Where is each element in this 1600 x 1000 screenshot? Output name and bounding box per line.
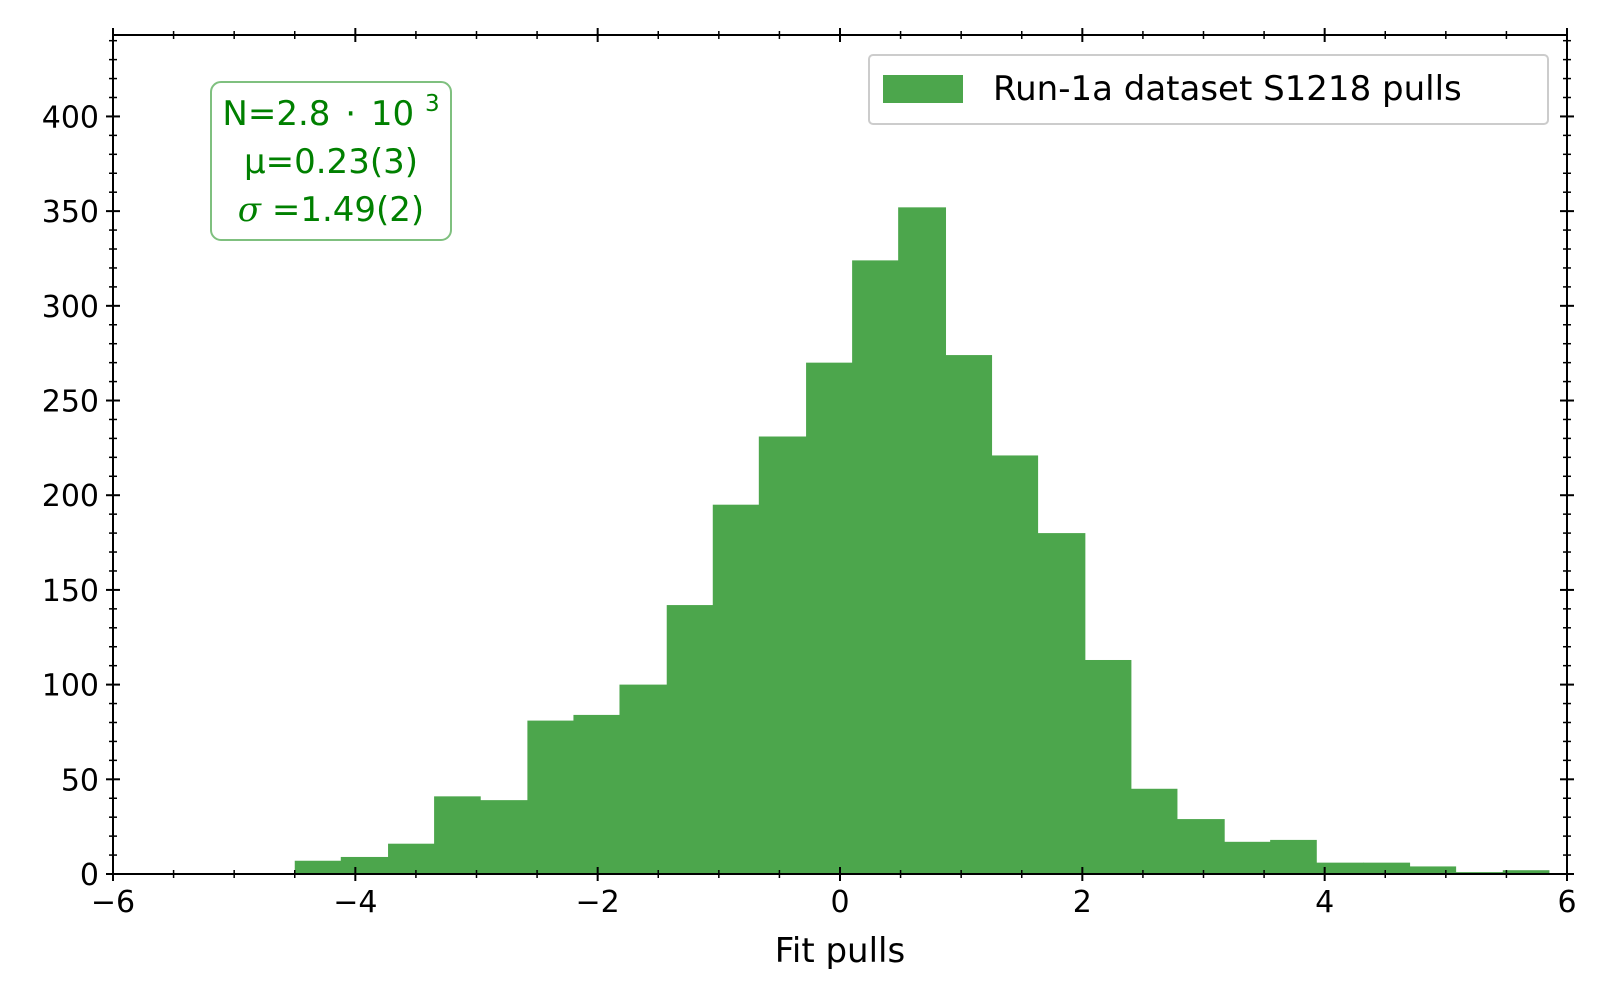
y-tick-label: 0 xyxy=(80,858,99,893)
stats-count-dot: · xyxy=(345,94,356,134)
stats-sigma-symbol: σ xyxy=(238,190,262,230)
x-tick-label: −4 xyxy=(333,885,377,920)
y-tick-label: 400 xyxy=(42,100,99,135)
histogram-bar xyxy=(434,796,481,874)
histogram-bar xyxy=(666,605,714,874)
x-tick-label: −2 xyxy=(576,885,620,920)
histogram-bar xyxy=(573,714,621,874)
histogram-bar xyxy=(1316,862,1365,874)
histogram-bar xyxy=(712,504,760,874)
histogram-bar xyxy=(1224,841,1271,874)
plot-frame xyxy=(112,34,1568,875)
y-tick-label: 200 xyxy=(42,479,99,514)
y-tick-label: 300 xyxy=(42,290,99,325)
legend-frame xyxy=(868,54,1549,125)
x-tick-label: 2 xyxy=(1073,885,1092,920)
histogram-bar xyxy=(619,684,668,874)
histogram-bar xyxy=(388,843,435,874)
y-tick-label: 100 xyxy=(42,669,99,704)
stats-sigma-value: =1.49(2) xyxy=(272,190,424,230)
histogram-bar xyxy=(1084,659,1132,874)
stats-frame xyxy=(210,81,452,241)
x-tick-label: −6 xyxy=(91,885,135,920)
x-tick-label: 6 xyxy=(1557,885,1576,920)
histogram-bar xyxy=(1130,788,1178,874)
y-tick-label: 50 xyxy=(61,763,99,798)
x-tick-label: 4 xyxy=(1315,885,1334,920)
histogram-bar xyxy=(1270,839,1317,874)
y-tick-label: 350 xyxy=(42,195,99,230)
histogram-bar xyxy=(758,436,807,874)
stats-count-value: N=2.8 xyxy=(222,94,330,134)
stats-count-exponent: 3 xyxy=(425,91,440,117)
x-tick-label: 0 xyxy=(830,885,849,920)
histogram-bar xyxy=(1176,819,1225,874)
x-axis-title: Fit pulls xyxy=(775,931,905,971)
stats-sigma-line: σ =1.49(2) xyxy=(238,190,424,230)
histogram-bars xyxy=(294,207,1550,875)
histogram-bar xyxy=(1037,533,1086,874)
legend: Run-1a dataset S1218 pulls xyxy=(868,54,1549,125)
histogram-bar xyxy=(1502,870,1550,874)
y-tick-label: 250 xyxy=(42,385,99,420)
histogram-bar xyxy=(852,260,899,874)
histogram-bar xyxy=(294,860,342,874)
histogram-bar xyxy=(945,355,993,875)
histogram-bar xyxy=(340,856,389,874)
stats-count-line: N=2.8 · 10 3 xyxy=(222,91,439,134)
histogram-bar xyxy=(480,800,528,874)
histogram-bar xyxy=(806,362,853,874)
y-tick-label: 150 xyxy=(42,574,99,609)
legend-label: Run-1a dataset S1218 pulls xyxy=(993,69,1462,109)
histogram-bar xyxy=(991,455,1039,874)
histogram-bar xyxy=(1363,862,1411,874)
x-tick-labels: −6 −4 −2 0 2 4 6 xyxy=(91,885,1577,920)
y-tick-labels: 0 50 100 150 200 250 300 350 400 xyxy=(42,100,99,893)
histogram-bar xyxy=(527,720,575,874)
stats-box: N=2.8 · 10 3 μ=0.23(3) σ =1.49(2) xyxy=(210,81,452,241)
stats-mean-line: μ=0.23(3) xyxy=(244,142,418,182)
histogram-bar xyxy=(1409,866,1457,874)
stats-count-base: 10 xyxy=(371,94,414,134)
legend-swatch xyxy=(883,75,963,103)
histogram-bar xyxy=(898,207,947,875)
